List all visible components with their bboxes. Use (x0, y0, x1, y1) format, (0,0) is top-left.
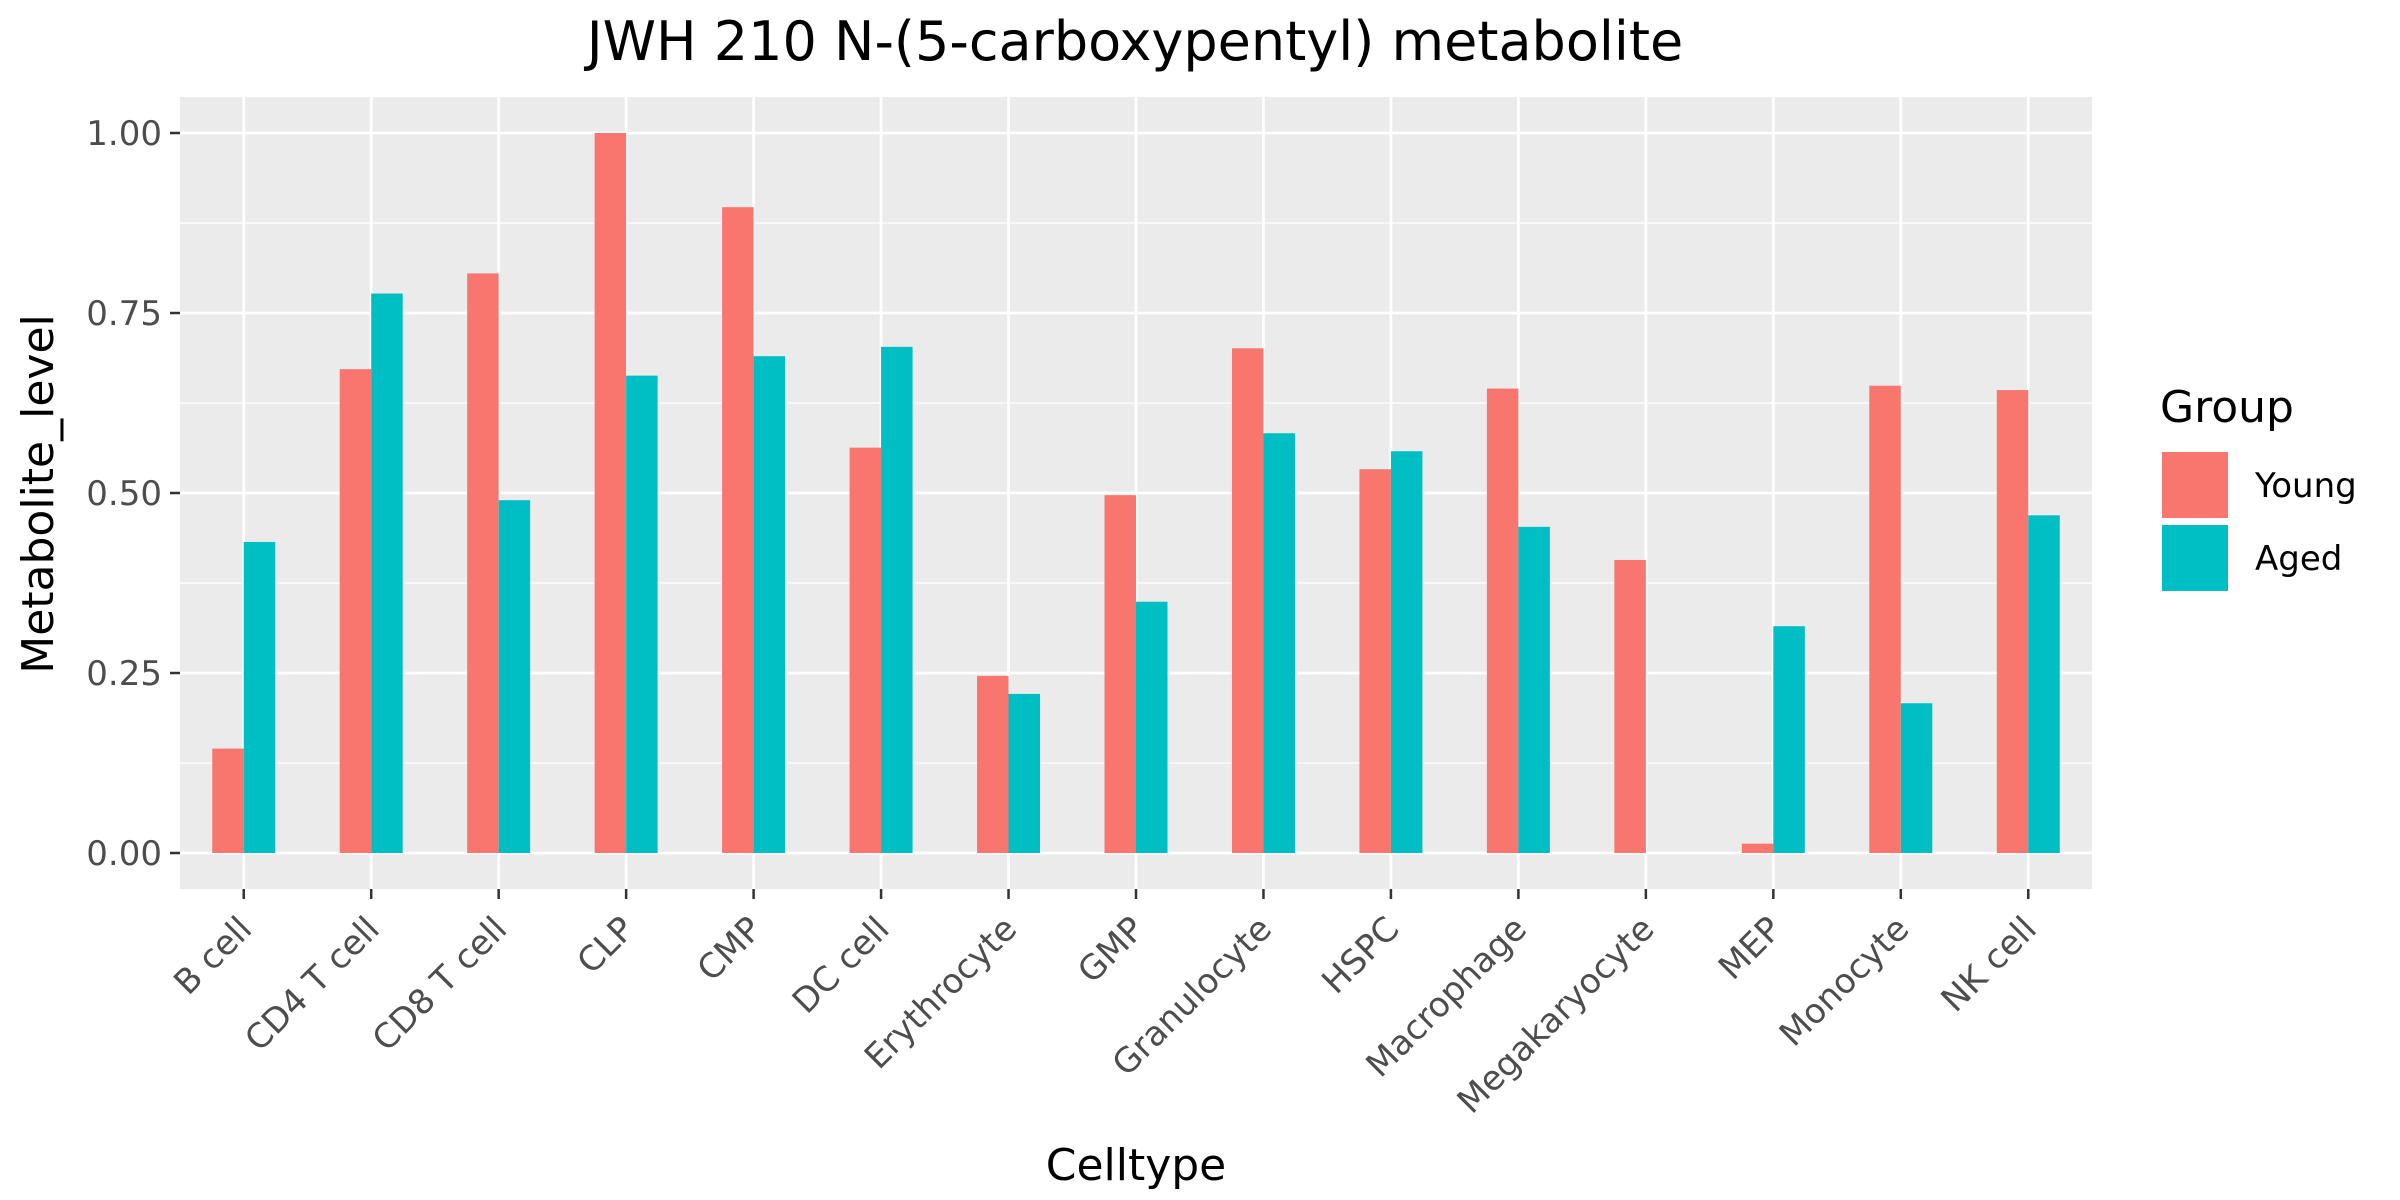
bar-aged-nk-cell (2028, 515, 2060, 853)
bar-young-b-cell (212, 748, 244, 853)
bar-young-gmp (1104, 495, 1136, 853)
plot-area (180, 97, 2092, 889)
bar-young-nk-cell (1996, 390, 2029, 853)
bar-young-dc-cell (849, 447, 882, 853)
bar-young-macrophage (1486, 388, 1519, 853)
bar-young-erythrocyte (977, 675, 1009, 853)
bar-young-cmp (722, 207, 754, 853)
bar-aged-macrophage (1518, 526, 1550, 853)
bar-aged-granulocyte (1263, 433, 1295, 853)
bar-aged-b-cell (243, 541, 276, 853)
bar-young-hspc (1359, 469, 1391, 853)
bar-young-megakaryocyte (1614, 559, 1646, 853)
bar-aged-dc-cell (881, 346, 913, 853)
bar-aged-mep (1773, 626, 1805, 853)
bar-young-granulocyte (1231, 348, 1264, 853)
legend: Group Young Aged (2160, 382, 2357, 591)
bar-aged-hspc (1390, 451, 1423, 853)
bar-aged-cmp (753, 356, 786, 853)
y-tick-label-1: 0.25 (86, 654, 162, 694)
bar-aged-clp (626, 375, 658, 853)
bar-aged-gmp (1136, 601, 1168, 853)
y-axis-title: Metabolite_level (13, 314, 64, 674)
y-tick-label-3: 0.75 (86, 294, 162, 334)
bar-young-clp (594, 133, 627, 853)
legend-swatch-aged (2162, 525, 2228, 591)
x-axis-title: Celltype (1046, 1140, 1227, 1191)
bar-young-monocyte (1869, 385, 1901, 853)
bar-aged-cd4-t-cell (371, 293, 403, 853)
bar-young-mep (1741, 843, 1774, 853)
legend-title: Group (2160, 382, 2294, 433)
bar-aged-monocyte (1900, 703, 1933, 853)
y-tick-label-0: 0.00 (86, 834, 162, 874)
legend-label-aged: Aged (2255, 539, 2342, 579)
legend-label-young: Young (2254, 466, 2357, 506)
y-tick-label-2: 0.50 (86, 474, 162, 514)
legend-swatch-young (2162, 452, 2228, 518)
bar-young-cd4-t-cell (339, 369, 372, 853)
y-tick-label-4: 1.00 (86, 114, 162, 154)
chart-title: JWH 210 N-(5-carboxypentyl) metabolite (584, 10, 1684, 73)
bar-aged-erythrocyte (1008, 693, 1041, 853)
bar-young-cd8-t-cell (467, 273, 499, 853)
bar-aged-cd8-t-cell (498, 500, 531, 853)
